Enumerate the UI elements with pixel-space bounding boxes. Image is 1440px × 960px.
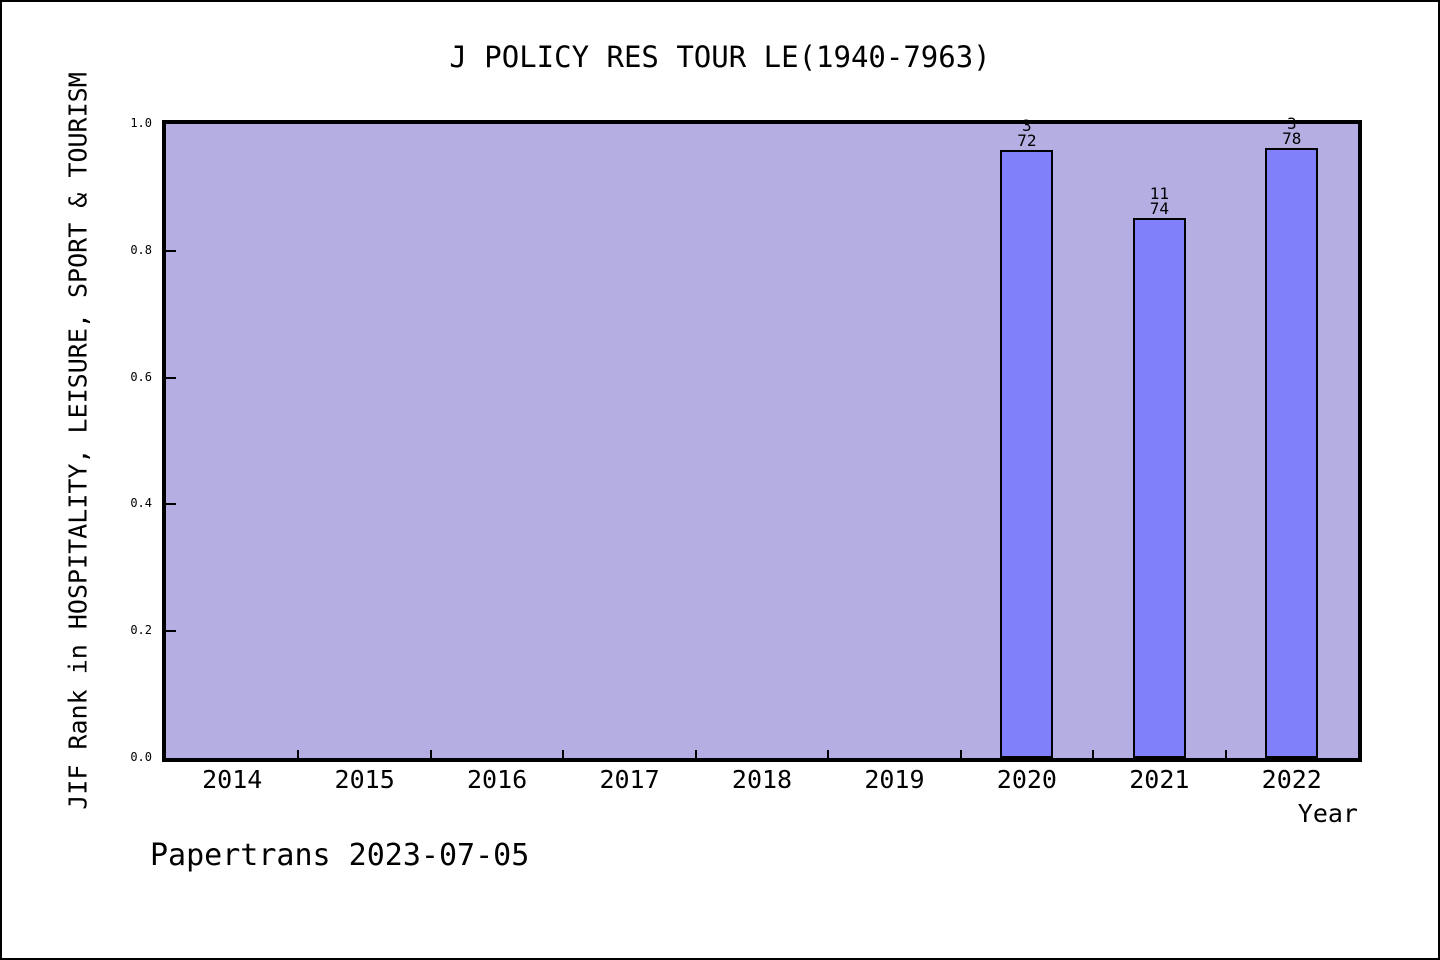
- y-axis-label-wrap: JIF Rank in HOSPITALITY, LEISURE, SPORT …: [54, 72, 102, 810]
- y-tick-mark: [166, 630, 176, 633]
- chart-title: J POLICY RES TOUR LE(1940-7963): [449, 40, 991, 74]
- x-tick-mark: [694, 750, 697, 758]
- y-tick-label: 0.4: [130, 496, 152, 511]
- x-tick-label: 2018: [731, 765, 793, 794]
- x-tick-mark: [297, 750, 300, 758]
- y-tick-label: 1.0: [130, 116, 152, 130]
- x-tick-label: 2016: [467, 765, 528, 794]
- x-tick-mark: [959, 750, 962, 758]
- bar-label-numerator: 11: [1149, 184, 1169, 204]
- x-tick-mark: [1224, 750, 1227, 758]
- bar-label-denominator: 74: [1149, 199, 1169, 219]
- watermark: Papertrans 2023-07-05: [150, 838, 530, 873]
- bar: [1132, 218, 1186, 758]
- x-tick-mark: [562, 750, 565, 758]
- plot-area: 3 72 11 74 3 78: [162, 116, 1362, 762]
- y-tick-mark: [166, 503, 176, 506]
- y-tick-label: 0.6: [130, 369, 152, 384]
- y-tick-label: 0.0: [130, 750, 152, 764]
- bar-label-numerator: 3: [1022, 116, 1032, 136]
- bar: [1000, 150, 1054, 758]
- x-tick-mark: [429, 750, 432, 758]
- x-tick-label: 2020: [996, 765, 1057, 794]
- y-tick-mark: [166, 249, 176, 252]
- bar-label-numerator: 3: [1286, 114, 1297, 134]
- bar-label-denominator: 78: [1282, 129, 1302, 149]
- bar-label-denominator: 72: [1017, 131, 1037, 151]
- x-tick-mark: [1092, 750, 1095, 758]
- x-tick-label: 2022: [1261, 765, 1322, 794]
- x-tick-label: 2014: [202, 765, 263, 794]
- bar-label: 3 78: [1282, 114, 1302, 149]
- x-tick-mark: [827, 750, 830, 758]
- bar: [1265, 148, 1319, 758]
- x-tick-label: 2017: [599, 765, 660, 794]
- bar-label: 3 72: [1017, 116, 1037, 151]
- x-axis-label: Year: [1297, 799, 1358, 828]
- bar-label: 11 74: [1149, 184, 1169, 219]
- x-tick-label: 2019: [864, 765, 925, 794]
- y-axis-label: JIF Rank in HOSPITALITY, LEISURE, SPORT …: [63, 72, 93, 810]
- y-tick-label: 0.2: [130, 623, 152, 638]
- y-tick-mark: [166, 376, 176, 379]
- x-tick-label: 2015: [334, 765, 395, 794]
- x-tick-label: 2021: [1129, 765, 1190, 794]
- y-tick-label: 0.8: [130, 242, 152, 257]
